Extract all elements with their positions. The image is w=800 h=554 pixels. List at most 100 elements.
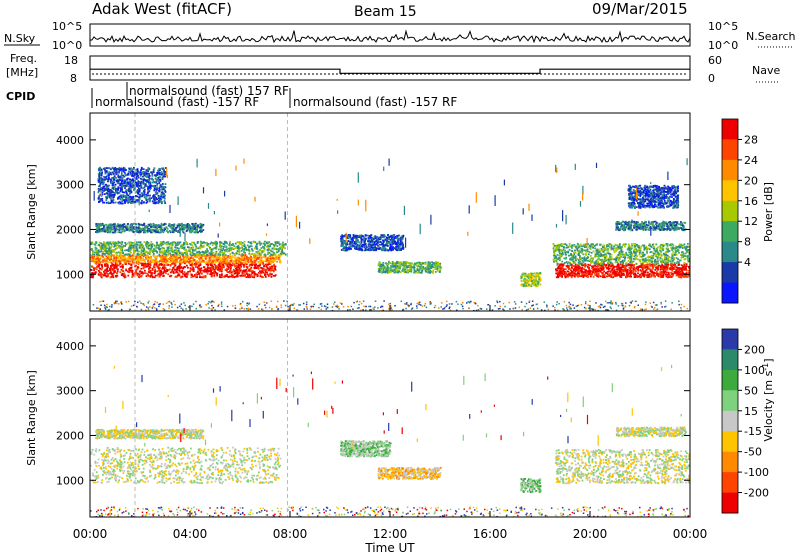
- scatter-cell: [151, 231, 154, 234]
- scatter-cell: [114, 229, 117, 231]
- scatter-cell: [357, 235, 360, 237]
- scatter-cell: [130, 269, 132, 272]
- scatter-cell: [390, 242, 393, 244]
- scatter-cell: [128, 268, 130, 270]
- scatter-cell: [190, 230, 193, 232]
- scatter-cell: [154, 185, 156, 188]
- scatter-cell: [161, 201, 163, 204]
- scatter-cell: [223, 240, 226, 243]
- scatter-cell: [121, 177, 124, 179]
- scatter-cell: [113, 267, 116, 270]
- scatter-cell: [212, 258, 215, 260]
- scatter-cell: [162, 242, 165, 245]
- scatter-cell: [269, 257, 272, 260]
- scatter-cell: [166, 227, 169, 230]
- scatter-cell: [229, 261, 232, 264]
- scatter-cell: [390, 249, 393, 252]
- scatter-cell: [210, 275, 213, 278]
- scatter-cell: [133, 246, 135, 249]
- scatter-cell: [391, 237, 393, 239]
- scatter-cell: [247, 275, 249, 277]
- scatter-cell: [116, 261, 119, 263]
- scatter-cell: [154, 248, 157, 251]
- scatter-cell: [343, 245, 346, 248]
- scatter-cell: [139, 256, 142, 258]
- scatter-cell: [213, 242, 216, 245]
- scatter-cell: [159, 184, 162, 186]
- scatter-cell: [258, 253, 261, 255]
- scatter-cell: [163, 258, 166, 260]
- scatter-cell: [109, 276, 112, 279]
- scatter-cell: [118, 231, 121, 234]
- scatter-cell: [127, 173, 130, 176]
- scatter-cell: [131, 179, 133, 182]
- scatter-cell: [104, 184, 107, 186]
- scatter-cell: [253, 240, 256, 243]
- scatter-cell: [124, 226, 127, 229]
- scatter-cell: [232, 270, 234, 273]
- scatter-cell: [103, 243, 106, 245]
- scatter-cell: [195, 254, 197, 257]
- scatter-cell: [145, 257, 147, 259]
- scatter-cell: [364, 243, 367, 245]
- scatter-cell: [154, 193, 157, 196]
- scatter-cell: [149, 184, 151, 187]
- scatter-cell: [96, 227, 99, 229]
- scatter-cell: [176, 243, 179, 245]
- scatter-cell: [129, 179, 132, 182]
- scatter-cell: [109, 196, 111, 199]
- scatter-cell: [414, 271, 417, 274]
- scatter-cell: [179, 252, 181, 254]
- scatter-cell: [164, 183, 167, 185]
- scatter-cell: [148, 230, 151, 232]
- scatter-cell: [102, 185, 105, 188]
- scatter-cell: [160, 193, 163, 196]
- scatter-cell: [196, 229, 198, 231]
- scatter-cell: [140, 182, 142, 185]
- scatter-cell: [111, 268, 114, 271]
- scatter-cell: [217, 253, 220, 256]
- scatter-cell: [114, 248, 117, 250]
- scatter-cell: [363, 240, 365, 242]
- scatter-cell: [136, 248, 139, 251]
- scatter-cell: [207, 264, 209, 267]
- scatter-cell: [147, 228, 149, 231]
- scatter-cell: [371, 240, 374, 242]
- scatter-cell: [122, 169, 124, 172]
- scatter-cell: [263, 246, 266, 248]
- scatter-cell: [211, 267, 213, 269]
- scatter-cell: [138, 172, 141, 175]
- scatter-cell: [161, 259, 164, 262]
- scatter-cell: [132, 274, 135, 277]
- scatter-cell: [137, 272, 139, 275]
- scatter-cell: [233, 247, 236, 250]
- scatter-cell: [350, 238, 353, 241]
- scatter-cell: [97, 257, 99, 260]
- scatter-cell: [145, 245, 148, 248]
- scatter-cell: [158, 182, 161, 184]
- scatter-cell: [271, 254, 273, 256]
- scatter-cell: [358, 236, 361, 239]
- scatter-cell: [262, 261, 264, 264]
- scatter-cell: [127, 249, 130, 252]
- scatter-cell: [384, 235, 387, 238]
- scatter-cell: [134, 265, 136, 268]
- scatter-cell: [142, 182, 145, 185]
- scatter-cell: [427, 263, 430, 265]
- scatter-cell: [100, 268, 103, 271]
- scatter-cell: [379, 236, 381, 239]
- nsky-trace: [89, 29, 691, 44]
- scatter-cell: [163, 266, 166, 269]
- scatter-cell: [194, 259, 197, 262]
- scatter-cell: [215, 257, 218, 260]
- scatter-cell: [163, 229, 166, 232]
- scatter-cell: [114, 187, 117, 190]
- scatter-cell: [166, 263, 169, 266]
- scatter-cell: [123, 171, 126, 173]
- scatter-cell: [138, 255, 140, 257]
- scatter-cell: [159, 250, 161, 253]
- scatter-cell: [249, 254, 252, 257]
- scatter-cell: [431, 261, 433, 264]
- scatter-cell: [203, 266, 205, 268]
- scatter-cell: [379, 269, 382, 272]
